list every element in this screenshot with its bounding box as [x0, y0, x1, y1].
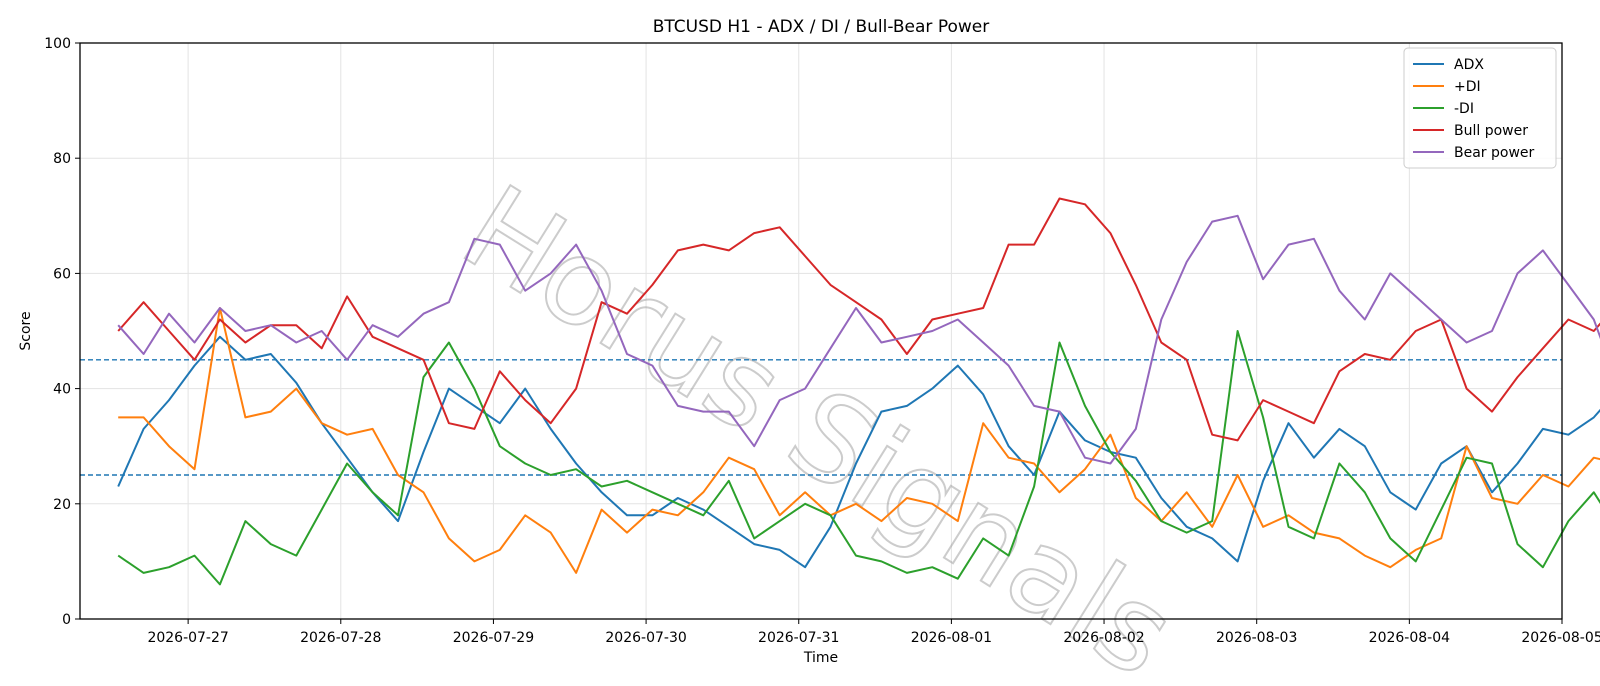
legend-label: Bear power: [1454, 145, 1535, 161]
x-tick-label: 2026-08-05: [1521, 630, 1600, 646]
x-tick-label: 2026-08-04: [1369, 630, 1450, 646]
legend-label: +DI: [1454, 79, 1481, 95]
y-tick-label: 40: [53, 382, 71, 398]
x-tick-label: 2026-07-27: [147, 630, 228, 646]
x-axis-label: Time: [803, 650, 838, 666]
y-tick-label: 100: [44, 36, 71, 52]
legend-label: -DI: [1454, 101, 1474, 117]
series-line-di: [117, 330, 1600, 586]
series-line-adx: [117, 335, 1600, 569]
plot-frame: [79, 42, 1563, 620]
y-tick-label: 60: [53, 266, 71, 282]
x-tick-label: 2026-08-03: [1216, 630, 1297, 646]
legend-box: [1403, 47, 1557, 169]
x-axis-ticks: 2026-07-27 2026-07-28 2026-07-29 2026-07-30…: [147, 619, 1600, 646]
series-line-di: [118, 307, 1600, 574]
reference-lines: [80, 359, 1562, 476]
grid-lines: [80, 42, 1563, 620]
y-axis-label: Score: [18, 311, 34, 350]
series-line-bull-power: [117, 197, 1600, 442]
legend-label: Bull power: [1454, 123, 1528, 139]
x-tick-label: 2026-07-29: [453, 630, 534, 646]
y-tick-label: 0: [62, 612, 71, 628]
x-tick-label: 2026-07-31: [758, 630, 839, 646]
y-axis-ticks: 0 20 40 60 80 100: [44, 36, 80, 628]
legend: ADX +DI -DI Bull power Bear power: [1403, 47, 1557, 169]
x-tick-label: 2026-07-28: [300, 630, 381, 646]
x-tick-label: 2026-07-30: [605, 630, 686, 646]
y-tick-label: 20: [53, 497, 71, 513]
series-line-bear-power: [117, 214, 1600, 465]
legend-label: ADX: [1454, 57, 1484, 73]
x-tick-label: 2026-08-01: [911, 630, 992, 646]
x-tick-label: 2026-08-02: [1063, 630, 1144, 646]
chart-title: BTCUSD H1 - ADX / DI / Bull-Bear Power: [653, 17, 989, 37]
y-tick-label: 80: [53, 151, 71, 167]
series-lines: [117, 197, 1600, 586]
